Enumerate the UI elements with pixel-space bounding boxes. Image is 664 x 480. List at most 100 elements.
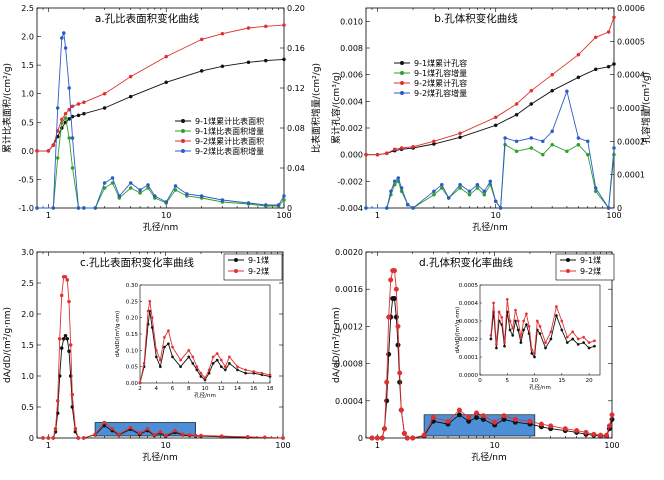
series-b-3-point <box>612 146 616 150</box>
series-a-2-point <box>164 54 168 59</box>
series-a-0-point <box>282 57 286 62</box>
inset-y-tick-label: 0.0004 <box>459 301 479 307</box>
inset-x-tick-label: 16 <box>250 386 257 392</box>
series-b-2-point <box>458 131 462 136</box>
series-b-2-point <box>392 147 397 152</box>
series-a-1-point <box>128 186 133 190</box>
inset-series-c-1-point <box>236 365 239 369</box>
inset-x-tick-label: 8 <box>187 386 191 392</box>
inset-series-c-1-point <box>260 371 264 375</box>
series-b-3-point <box>467 189 472 194</box>
y-tick-label: 1.0 <box>21 372 34 381</box>
series-d-1-point <box>562 426 568 432</box>
legend-label: 9-1煤累计比表面积 <box>195 116 264 126</box>
series-c-1-point <box>110 426 114 431</box>
series-c-1-point <box>57 336 62 341</box>
series-b-3-point <box>550 129 555 134</box>
inset-series-d-0-point <box>538 332 542 335</box>
series-a-1-point <box>55 156 60 160</box>
inset-series-c-1-point <box>142 361 146 365</box>
y2-tick-label: 0.08 <box>287 124 305 133</box>
inset-series-c-1-point <box>162 335 166 339</box>
inset-chart: 0 5 10 15 20 0.0000 0.0001 0.0002 0.0003 0.0004 0.… <box>454 283 601 391</box>
y-tick-label: 0.5 <box>21 118 34 127</box>
series-b-3-point <box>439 182 444 187</box>
series-b-3-point <box>392 179 397 184</box>
series-b-0-point <box>458 135 462 140</box>
inset-series-d-0-point <box>533 355 536 359</box>
series-b-2-point <box>576 52 581 57</box>
series-b-3-point <box>399 186 404 190</box>
inset-series-c-0-point <box>236 368 239 372</box>
inset-series-c-1-point <box>191 355 195 359</box>
inset-series-d-1-point <box>533 351 536 355</box>
series-b-0-point <box>493 123 498 128</box>
inset-series-d-0-point <box>508 328 512 332</box>
series-c-1-point <box>41 436 45 440</box>
series-a-3-point <box>128 181 133 185</box>
inset-y-tick-label: 0.0005 <box>459 283 479 289</box>
series-a-0-point <box>199 69 204 73</box>
y-tick-label: 2.5 <box>21 4 34 13</box>
series-a-3-point <box>246 201 251 205</box>
plot-frame <box>365 7 615 209</box>
series-b-3-point <box>529 136 534 140</box>
inset-series-c-1-point <box>138 381 142 385</box>
x-tick-label: 1 <box>46 211 51 220</box>
series-d-0-point <box>392 296 398 302</box>
series-a-3-point <box>152 194 157 198</box>
inset-x-tick-label: 10 <box>202 386 209 392</box>
inset-series-d-0-point <box>582 341 585 344</box>
inset-series-c-1-point <box>227 355 231 359</box>
x-tick-label: 10 <box>161 441 171 450</box>
inset-series-c-1-point <box>187 348 191 352</box>
inset-y-tick-label: 0.0002 <box>459 337 478 343</box>
series-c-1-point <box>152 433 157 437</box>
series-d-1-point <box>392 268 398 274</box>
series-d-1-point <box>609 412 615 418</box>
x-tick-label: 100 <box>604 441 619 450</box>
series-d-1-point <box>456 407 462 413</box>
inset-series-c-0-point <box>162 345 166 349</box>
inset-series-d-0-point <box>544 346 547 350</box>
series-d-1-point <box>374 435 380 441</box>
series-c-1-point <box>59 293 64 298</box>
series-d-1-point <box>574 428 580 434</box>
legend-label: 9-2煤 <box>580 266 601 276</box>
y-tick-label: 0.0008 <box>335 360 363 369</box>
series-b-3-point <box>396 176 401 180</box>
inset-series-d-0-point <box>525 323 528 326</box>
legend-swatch-marker <box>566 269 570 273</box>
series-c-1-point <box>93 432 97 437</box>
chart-d: 1 10 100孔径/nm00.00040.00080.00120.00160.00… <box>332 248 620 463</box>
y2-tick-label: 0.20 <box>287 4 305 13</box>
inset-series-c-0-point <box>223 368 227 372</box>
series-b-0-point <box>514 112 519 117</box>
inset-y-tick-label: 0.0000 <box>459 373 479 379</box>
inset-series-d-1-point <box>538 324 542 328</box>
inset-y-tick-label: 0.10 <box>126 348 139 354</box>
legend-label: 9-2煤 <box>248 266 269 276</box>
series-b-0-point <box>529 102 534 106</box>
series-d-1-point <box>430 415 436 421</box>
series-b-1-point <box>586 152 590 157</box>
y-tick-label: 0.0004 <box>335 397 363 406</box>
series-a-3-point <box>276 203 281 207</box>
legend-box <box>223 253 283 281</box>
y-tick-label: -0.5 <box>18 175 34 184</box>
series-a-2-point <box>82 100 86 105</box>
series-a-0-point <box>128 94 133 99</box>
series-b-2-point <box>411 144 415 149</box>
series-b-1-point <box>541 152 545 157</box>
y2-tick-label: 0.0006 <box>617 4 645 13</box>
series-a-2-point <box>263 24 268 29</box>
series-b-1-point <box>565 149 569 154</box>
series-a-0-point <box>102 106 107 110</box>
inset-series-d-1-point <box>535 319 539 323</box>
series-c-1-point <box>51 436 56 440</box>
y-tick-label: 3.0 <box>21 248 34 257</box>
y-axis-label: 累计孔容/(cm³/g) <box>330 72 342 144</box>
y-tick-label: 0.0 <box>21 147 34 156</box>
series-d-1-point <box>606 423 612 429</box>
series-b-1-point <box>550 142 555 147</box>
